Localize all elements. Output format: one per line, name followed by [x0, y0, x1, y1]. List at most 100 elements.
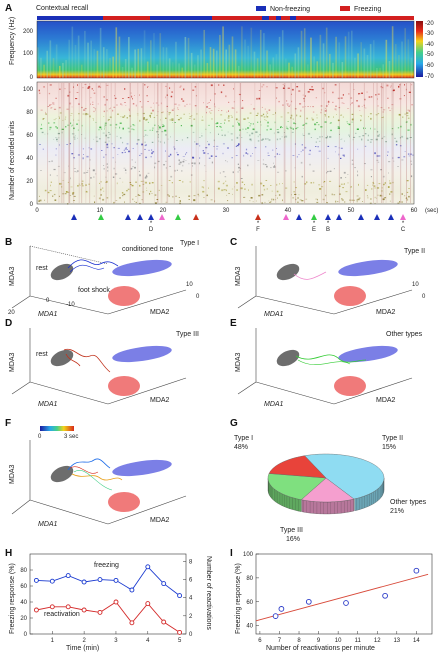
h-xtick: 4 — [146, 638, 150, 644]
panel-a: Contextual recall Non-freezing Freezing … — [9, 5, 438, 233]
svg-text:0: 0 — [46, 298, 50, 304]
i-ytick: 40 — [246, 624, 253, 630]
h-point — [129, 587, 135, 593]
state-bar — [37, 16, 414, 20]
pie-slice-type-iii — [268, 455, 327, 479]
svg-text:0: 0 — [189, 632, 193, 638]
units-tick: 80 — [26, 110, 33, 116]
svg-text:10: 10 — [412, 282, 419, 288]
units-tick: 20 — [26, 179, 33, 185]
h-xtick: 5 — [178, 638, 182, 644]
units-tick: 40 — [26, 156, 33, 162]
trajectory — [293, 271, 327, 280]
svg-text:MDA2: MDA2 — [376, 397, 396, 404]
h-xtick: 2 — [82, 638, 86, 644]
h-point — [161, 581, 167, 587]
svg-text:*: * — [313, 221, 316, 227]
units-tick: 0 — [30, 202, 34, 208]
svg-text:MDA2: MDA2 — [150, 517, 170, 524]
spectrogram — [36, 20, 415, 79]
trajectory — [295, 354, 367, 363]
svg-text:8: 8 — [189, 559, 193, 565]
legend-freezing-swatch — [340, 6, 350, 11]
svg-text:3 sec: 3 sec — [64, 434, 78, 440]
h-series-freezing — [36, 566, 180, 596]
i-point — [382, 592, 388, 599]
time-tick: 60 — [411, 208, 418, 214]
event-label-b: B — [326, 227, 330, 233]
h-xlabel: Time (min) — [66, 645, 99, 652]
event-label-d: D — [149, 227, 154, 233]
h-legend-reactivation: reactivation — [44, 611, 80, 618]
label-foot-shock: foot shock — [78, 287, 110, 294]
freq-tick: 0 — [30, 75, 34, 81]
pie-label-other: Other types — [390, 499, 427, 506]
i-fit-line — [255, 573, 429, 622]
panel-e-3d-plot: MDA3 MDA1 MDA2 Other types — [235, 328, 423, 408]
h-point — [65, 573, 71, 579]
units-tick: 100 — [23, 87, 34, 93]
svg-text:*: * — [402, 221, 405, 227]
axis-mda3: MDA3 — [9, 266, 16, 286]
panel-label-d: D — [5, 318, 13, 329]
pie-slice-type-i — [304, 453, 385, 500]
svg-text:MDA3: MDA3 — [9, 352, 16, 372]
panel-label-f: F — [5, 418, 12, 429]
pie-value-type3: 16% — [286, 536, 300, 543]
event-label-f: F — [256, 227, 260, 233]
svg-text:*: * — [150, 221, 153, 227]
panel-i-scatter: 100 80 60 40 6 7 8 9 10 11 12 13 14 Number of reacti… — [235, 552, 433, 652]
svg-text:MDA1: MDA1 — [38, 401, 58, 408]
trajectory — [67, 259, 119, 269]
svg-text:4: 4 — [189, 596, 193, 602]
i-point — [413, 567, 420, 574]
pie-value-type2: 15% — [382, 444, 396, 451]
i-point — [305, 598, 312, 605]
spectrogram-colorbar — [416, 21, 423, 77]
legend-nonfreezing: Non-freezing — [270, 6, 310, 13]
i-xtick: 6 — [258, 638, 262, 644]
h-point — [33, 607, 39, 613]
h-point — [129, 620, 135, 626]
i-ytick: 60 — [246, 600, 253, 606]
axis-mda2: MDA2 — [150, 309, 170, 316]
type-label-e: Other types — [386, 331, 423, 338]
freq-axis-label: Frequency (Hz) — [9, 17, 16, 65]
h-point — [177, 629, 183, 635]
colorbar-tick: -40 — [425, 42, 434, 48]
h-series-reactivation — [36, 601, 180, 633]
type-label-b: Type I — [180, 240, 199, 247]
panel-h-line-chart: 80 60 40 20 0 0 2 4 6 8 1 2 3 4 5 Time (min) Freezing … — [9, 553, 212, 652]
svg-text:MDA3: MDA3 — [235, 266, 242, 286]
panel-d-3d-plot: MDA3 MDA1 MDA2 rest Type III — [9, 328, 199, 408]
time-tick: 30 — [223, 208, 230, 214]
time-tick: 0 — [35, 208, 39, 214]
h-point — [161, 619, 167, 625]
label-rest-d: rest — [36, 351, 48, 358]
svg-text:MDA3: MDA3 — [235, 352, 242, 372]
pie-value-type1: 48% — [234, 444, 248, 451]
i-xlabel: Number of reactivations per minute — [266, 645, 375, 652]
h-point — [81, 579, 87, 585]
i-point — [343, 600, 349, 606]
h-xtick: 3 — [114, 638, 118, 644]
shock-cluster — [108, 286, 140, 306]
time-unit: (sec) — [425, 208, 438, 214]
type-label-c: Type II — [404, 248, 425, 255]
svg-text:*: * — [327, 221, 330, 227]
panel-g-pie: Type I 48% Type II 15% Other types 21% T… — [234, 435, 427, 543]
i-ytick: 100 — [243, 552, 254, 558]
time-colorbar — [40, 426, 74, 431]
colorbar-tick: -60 — [425, 63, 434, 69]
axis-mda1: MDA1 — [38, 311, 58, 318]
i-xtick: 14 — [413, 638, 420, 644]
svg-text:MDA1: MDA1 — [264, 401, 284, 408]
label-conditioned-tone: conditioned tone — [122, 246, 173, 253]
panel-f-3d-plot: 0 3 sec MDA3 MDA1 MDA2 — [9, 426, 187, 528]
i-point — [278, 606, 285, 612]
time-tick: 10 — [97, 208, 104, 214]
panel-label-b: B — [5, 237, 13, 248]
unit-raster — [36, 81, 415, 205]
rest-cluster — [50, 263, 74, 281]
i-xtick: 7 — [278, 638, 282, 644]
